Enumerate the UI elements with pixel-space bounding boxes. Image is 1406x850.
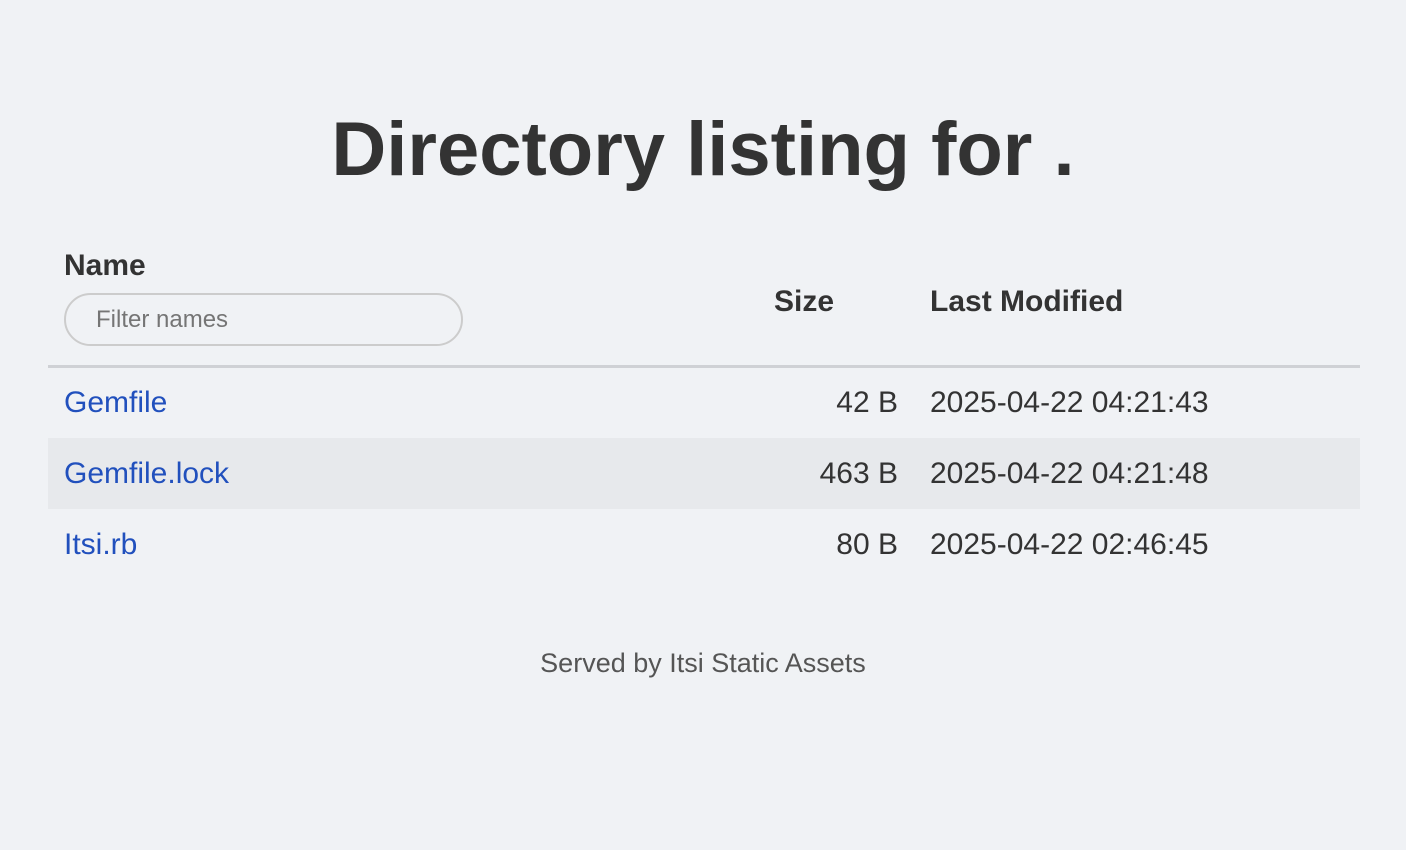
table-row: Gemfile 42 B 2025-04-22 04:21:43 — [48, 366, 1360, 438]
file-modified: 2025-04-22 04:21:48 — [930, 456, 1209, 490]
name-header: Name — [48, 240, 758, 366]
file-size: 42 B — [836, 385, 898, 419]
table-row: Gemfile.lock 463 B 2025-04-22 04:21:48 — [48, 438, 1360, 509]
footer-text: Served by Itsi Static Assets — [540, 648, 866, 678]
table-row: Itsi.rb 80 B 2025-04-22 02:46:45 — [48, 509, 1360, 580]
file-table: Name Size Last Modified Gemfile 42 B 202… — [48, 240, 1360, 580]
page-title: Directory listing for . — [331, 107, 1075, 192]
file-size: 80 B — [836, 527, 898, 561]
file-size: 463 B — [819, 456, 898, 490]
file-link[interactable]: Gemfile.lock — [64, 456, 230, 490]
file-link[interactable]: Gemfile — [64, 385, 168, 419]
table-header-row: Name Size Last Modified — [48, 240, 1360, 366]
name-header-label: Name — [64, 249, 146, 282]
filter-names-input[interactable] — [64, 293, 463, 346]
last-modified-header[interactable]: Last Modified — [930, 285, 1124, 319]
file-link[interactable]: Itsi.rb — [64, 527, 138, 561]
file-modified: 2025-04-22 04:21:43 — [930, 385, 1209, 419]
file-modified: 2025-04-22 02:46:45 — [930, 527, 1209, 561]
size-header[interactable]: Size — [774, 285, 835, 319]
